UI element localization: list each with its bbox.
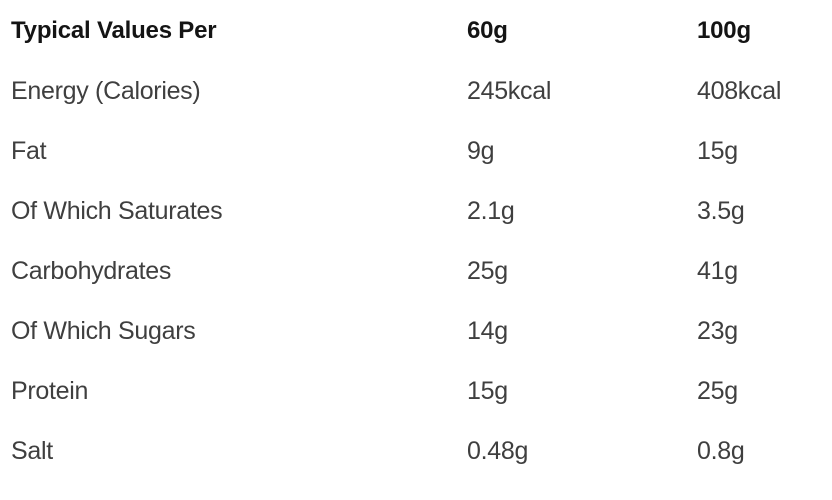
nutrient-label: Carbohydrates bbox=[11, 256, 172, 285]
header-typical-values-per: Typical Values Per bbox=[11, 17, 217, 44]
nutrient-label: Of Which Saturates bbox=[11, 196, 223, 225]
value-per-100g: 408kcal bbox=[697, 76, 782, 105]
nutrient-label: Fat bbox=[11, 136, 47, 165]
value-per-100g: 23g bbox=[697, 316, 738, 345]
value-per-100g: 15g bbox=[697, 136, 738, 165]
value-per-100g: 41g bbox=[697, 256, 738, 285]
nutrient-label: Of Which Sugars bbox=[11, 316, 196, 345]
value-per-60g: 15g bbox=[467, 376, 508, 405]
value-per-60g: 14g bbox=[467, 316, 508, 345]
value-per-100g: 3.5g bbox=[697, 196, 745, 225]
table-row-carbohydrates: Carbohydrates 25g 41g bbox=[0, 241, 832, 301]
table-row-fat: Fat 9g 15g bbox=[0, 121, 832, 181]
nutrient-label: Protein bbox=[11, 376, 89, 405]
value-per-60g: 2.1g bbox=[467, 196, 515, 225]
nutrition-table: Typical Values Per 60g 100g Energy (Calo… bbox=[0, 1, 832, 481]
value-per-60g: 0.48g bbox=[467, 436, 529, 465]
table-row-energy: Energy (Calories) 245kcal 408kcal bbox=[0, 61, 832, 121]
table-row-salt: Salt 0.48g 0.8g bbox=[0, 421, 832, 481]
header-per-60g: 60g bbox=[467, 17, 508, 44]
value-per-100g: 25g bbox=[697, 376, 738, 405]
value-per-60g: 9g bbox=[467, 136, 495, 165]
value-per-60g: 245kcal bbox=[467, 76, 552, 105]
table-row-protein: Protein 15g 25g bbox=[0, 361, 832, 421]
nutrient-label: Salt bbox=[11, 436, 53, 465]
nutrient-label: Energy (Calories) bbox=[11, 76, 201, 105]
table-row-sugars: Of Which Sugars 14g 23g bbox=[0, 301, 832, 361]
table-header-row: Typical Values Per 60g 100g bbox=[0, 1, 832, 61]
table-row-saturates: Of Which Saturates 2.1g 3.5g bbox=[0, 181, 832, 241]
value-per-100g: 0.8g bbox=[697, 436, 745, 465]
header-per-100g: 100g bbox=[697, 17, 751, 44]
value-per-60g: 25g bbox=[467, 256, 508, 285]
